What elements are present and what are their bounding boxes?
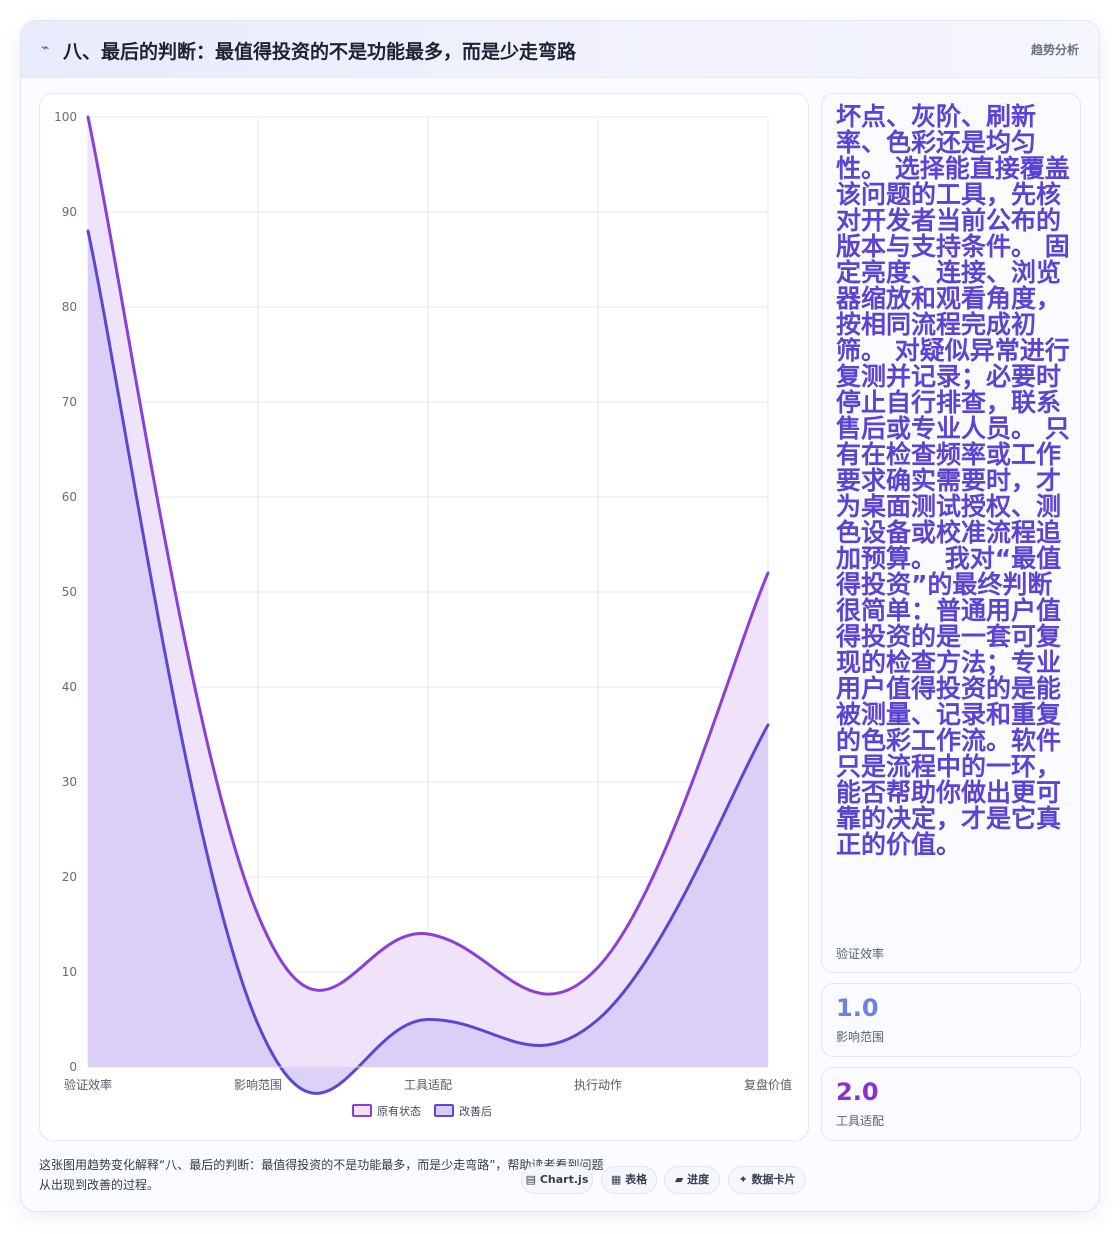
chart-card: ⌁ 八、最后的判断：最值得投资的不是功能最多，而是少走弯路 趋势分析 0 10 20…	[20, 20, 1100, 1212]
series-line-1	[86, 229, 770, 1095]
legend-swatch	[434, 1104, 454, 1117]
trend-line-icon: ⌁	[41, 40, 50, 56]
y-tick-label: 90	[62, 205, 77, 219]
x-tick-label: 工具适配	[404, 1078, 452, 1092]
stat-label: 影响范围	[836, 1030, 885, 1044]
stat-value: 1.0	[836, 994, 879, 1022]
series-area-1	[88, 231, 768, 1094]
legend-label: 改善后	[459, 1104, 492, 1118]
summary-text: 坏点、灰阶、刷新率、色彩还是均匀性。 选择能直接覆盖该问题的工具，先核对开发者当…	[836, 102, 1070, 859]
y-tick-label: 70	[62, 395, 77, 409]
stat-value: 2.0	[836, 1078, 879, 1106]
x-tick-label: 验证效率	[64, 1077, 112, 1092]
chip-label: 进度	[687, 1173, 710, 1186]
progress-icon: ▰	[674, 1173, 684, 1186]
legend-label: 原有状态	[377, 1104, 421, 1118]
chip-table[interactable]: ▦ 表格	[601, 1166, 657, 1194]
chart-panel: 0 10 20 30 40 50 60 70 80 90 100 验证效率 影响范围 工具适配 执行动作 复盘…	[39, 93, 809, 1141]
y-tick-label: 40	[62, 680, 77, 694]
chip-label: Chart.js	[539, 1173, 589, 1186]
stat-card-tool-fit: 2.0 工具适配	[821, 1067, 1081, 1141]
chart-caption: 这张图用趋势变化解释“八、最后的判断：最值得投资的不是功能最多，而是少走弯路”，…	[39, 1158, 604, 1192]
y-tick-label: 30	[62, 775, 77, 789]
stat-card-impact: 1.0 影响范围	[821, 983, 1081, 1057]
chip-progress[interactable]: ▰ 进度	[664, 1166, 720, 1194]
chip-label: 数据卡片	[751, 1173, 796, 1186]
card-header: ⌁ 八、最后的判断：最值得投资的不是功能最多，而是少走弯路 趋势分析	[21, 21, 1099, 78]
chip-data-card[interactable]: ✦ 数据卡片	[728, 1166, 806, 1194]
y-tick-label: 80	[62, 300, 77, 314]
page-title: 八、最后的判断：最值得投资的不是功能最多，而是少走弯路	[63, 41, 577, 63]
chip-chartjs[interactable]: ▤ Chart.js	[521, 1166, 593, 1194]
stat-label: 工具适配	[836, 1114, 885, 1128]
y-tick-label: 100	[54, 110, 77, 124]
x-tick-label: 复盘价值	[744, 1077, 792, 1092]
y-tick-label: 50	[62, 585, 77, 599]
series-line-0	[86, 115, 770, 996]
x-tick-label: 影响范围	[234, 1077, 282, 1092]
legend-swatch	[352, 1104, 372, 1117]
y-tick-label: 20	[62, 870, 77, 884]
header-tag: 趋势分析	[1030, 43, 1079, 57]
y-tick-label: 10	[62, 965, 77, 979]
sparkle-icon: ✦	[738, 1173, 748, 1186]
chart-icon: ▤	[525, 1173, 537, 1186]
trend-chart: 0 10 20 30 40 50 60 70 80 90 100 验证效率 影响范围 工具适配 执行动作 复盘…	[54, 110, 792, 1118]
table-icon: ▦	[610, 1173, 622, 1186]
summary-card: 坏点、灰阶、刷新率、色彩还是均匀性。 选择能直接覆盖该问题的工具，先核对开发者当…	[821, 93, 1081, 973]
y-tick-label: 60	[62, 490, 77, 504]
x-tick-label: 执行动作	[574, 1078, 622, 1092]
summary-label: 验证效率	[836, 947, 885, 961]
y-tick-label: 0	[69, 1060, 77, 1074]
chip-label: 表格	[625, 1173, 648, 1186]
